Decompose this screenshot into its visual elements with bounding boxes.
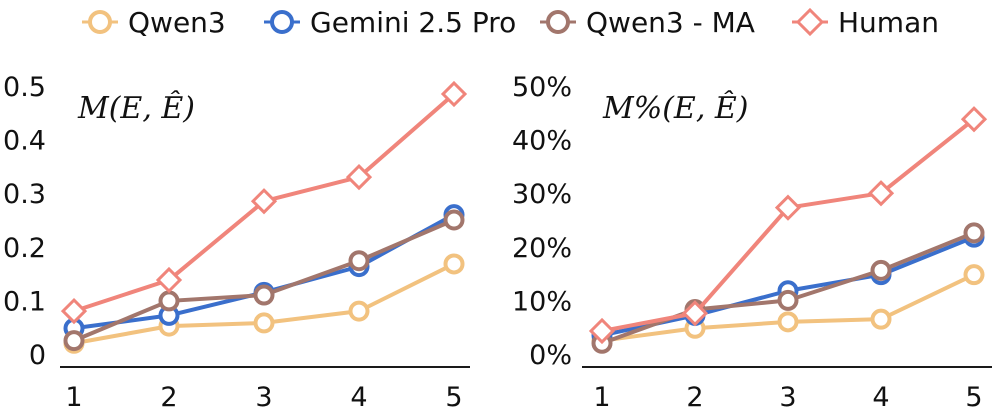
data-point-human — [155, 266, 183, 294]
legend-label-qwen3-ma: Qwen3 - MA — [586, 5, 755, 39]
legend-item-human: Human — [790, 2, 939, 42]
legend-item-gemini: Gemini 2.5 Pro — [262, 2, 516, 42]
x-tick-label: 2 — [686, 382, 703, 412]
x-tick-label: 1 — [593, 382, 610, 412]
x-tick-label: 4 — [350, 382, 367, 412]
x-tick-label: 2 — [160, 382, 177, 412]
legend-marker-diamond-icon — [792, 7, 828, 37]
legend-marker-circle-icon — [82, 10, 118, 34]
y-tick-label: 0.3 — [3, 179, 46, 210]
data-point-qwen3_ma — [63, 330, 85, 352]
y-tick-label: 0.5 — [3, 72, 46, 103]
x-tick-label: 5 — [965, 382, 982, 412]
y-tick-label: 10% — [512, 286, 572, 317]
data-point-qwen3_ma — [870, 259, 892, 281]
data-point-qwen3_ma — [348, 250, 370, 272]
data-point-qwen3_ma — [253, 284, 275, 306]
data-point-human — [774, 194, 802, 221]
y-tick-label: 0.2 — [3, 233, 46, 264]
data-point-qwen3 — [870, 308, 892, 330]
data-point-human — [250, 188, 278, 215]
legend-label-human: Human — [838, 5, 939, 39]
y-tick-label: 0 — [29, 340, 46, 371]
legend-label-gemini: Gemini 2.5 Pro — [310, 5, 517, 39]
data-point-human — [60, 297, 88, 325]
data-point-human — [867, 180, 895, 207]
y-tick-label: 30% — [512, 179, 572, 210]
y-tick-label: 0% — [529, 340, 572, 371]
data-point-human — [440, 80, 468, 108]
x-tick-label: 3 — [255, 382, 272, 412]
x-tick-label: 3 — [779, 382, 796, 412]
legend: Qwen3 Gemini 2.5 Pro Qwen3 - MA Human — [0, 0, 997, 44]
data-point-qwen3_ma — [963, 222, 985, 244]
chart-annotation: M(E, Ê) — [77, 90, 195, 126]
data-point-human — [681, 300, 709, 327]
y-tick-label: 0.1 — [3, 286, 46, 317]
data-point-human — [588, 317, 616, 345]
y-tick-label: 20% — [512, 233, 572, 264]
y-tick-label: 40% — [512, 126, 572, 157]
data-point-qwen3_ma — [777, 289, 799, 311]
legend-label-qwen3: Qwen3 — [128, 5, 226, 39]
legend-marker-circle-icon — [540, 10, 576, 34]
data-point-qwen3 — [963, 264, 985, 286]
data-point-human — [960, 106, 988, 133]
data-point-qwen3_ma — [443, 209, 465, 231]
x-tick-label: 1 — [65, 382, 82, 412]
x-tick-label: 4 — [872, 382, 889, 412]
y-tick-label: 50% — [512, 72, 572, 103]
y-tick-label: 0.4 — [3, 126, 46, 157]
x-tick-label: 5 — [445, 382, 462, 412]
data-point-qwen3 — [348, 300, 370, 322]
chart-annotation: M%(E, Ê) — [602, 90, 749, 126]
data-point-qwen3 — [253, 312, 275, 334]
legend-marker-circle-icon — [264, 10, 300, 34]
data-point-human — [345, 163, 373, 191]
data-point-qwen3 — [443, 253, 465, 275]
data-point-qwen3 — [777, 311, 799, 333]
legend-item-qwen3: Qwen3 — [80, 2, 226, 42]
legend-item-qwen3-ma: Qwen3 - MA — [538, 2, 755, 42]
